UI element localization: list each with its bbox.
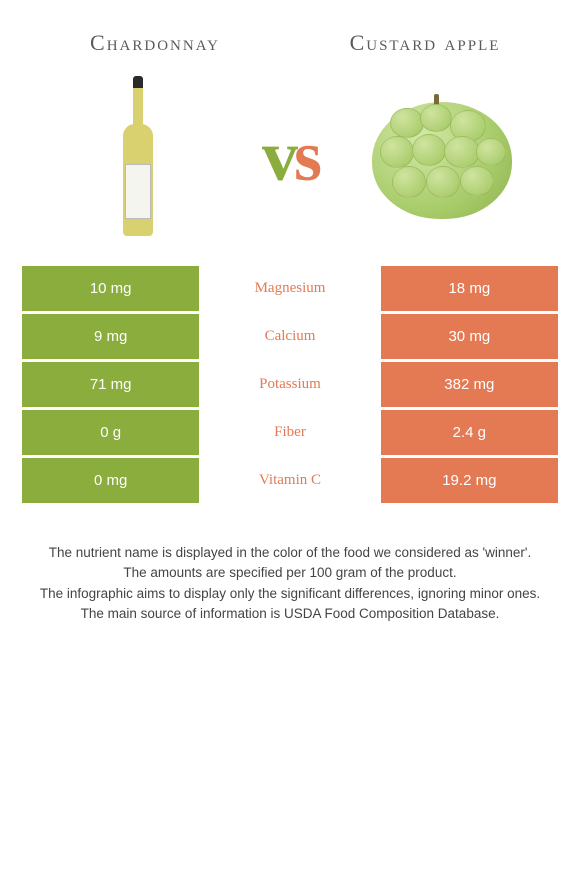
- vs-letter-v: v: [262, 116, 294, 196]
- footer-line: The nutrient name is displayed in the co…: [18, 543, 562, 563]
- left-value: 0 g: [22, 410, 199, 455]
- table-row: 0 g Fiber 2.4 g: [22, 410, 558, 455]
- custard-apple-icon: [372, 94, 512, 219]
- footer-line: The main source of information is USDA F…: [18, 604, 562, 624]
- wine-bottle-icon: [119, 76, 157, 236]
- footer-notes: The nutrient name is displayed in the co…: [18, 543, 562, 624]
- footer-line: The amounts are specified per 100 gram o…: [18, 563, 562, 583]
- nutrient-label: Potassium: [201, 362, 378, 407]
- right-image: [351, 71, 533, 241]
- footer-line: The infographic aims to display only the…: [18, 584, 562, 604]
- comparison-table: 10 mg Magnesium 18 mg 9 mg Calcium 30 mg…: [22, 266, 558, 503]
- left-image: [47, 71, 229, 241]
- nutrient-label: Fiber: [201, 410, 378, 455]
- nutrient-label: Calcium: [201, 314, 378, 359]
- vs-letter-s: s: [294, 116, 318, 196]
- header-row: Chardonnay Custard apple: [0, 0, 580, 66]
- table-row: 71 mg Potassium 382 mg: [22, 362, 558, 407]
- right-value: 2.4 g: [381, 410, 558, 455]
- right-title: Custard apple: [304, 30, 547, 56]
- images-row: vs: [0, 66, 580, 266]
- nutrient-label: Vitamin C: [201, 458, 378, 503]
- nutrient-label: Magnesium: [201, 266, 378, 311]
- left-value: 9 mg: [22, 314, 199, 359]
- vs-label: vs: [262, 115, 318, 198]
- right-value: 382 mg: [381, 362, 558, 407]
- right-value: 19.2 mg: [381, 458, 558, 503]
- table-row: 10 mg Magnesium 18 mg: [22, 266, 558, 311]
- right-value: 30 mg: [381, 314, 558, 359]
- left-value: 10 mg: [22, 266, 199, 311]
- right-value: 18 mg: [381, 266, 558, 311]
- left-value: 0 mg: [22, 458, 199, 503]
- table-row: 0 mg Vitamin C 19.2 mg: [22, 458, 558, 503]
- left-value: 71 mg: [22, 362, 199, 407]
- left-title: Chardonnay: [34, 30, 277, 56]
- table-row: 9 mg Calcium 30 mg: [22, 314, 558, 359]
